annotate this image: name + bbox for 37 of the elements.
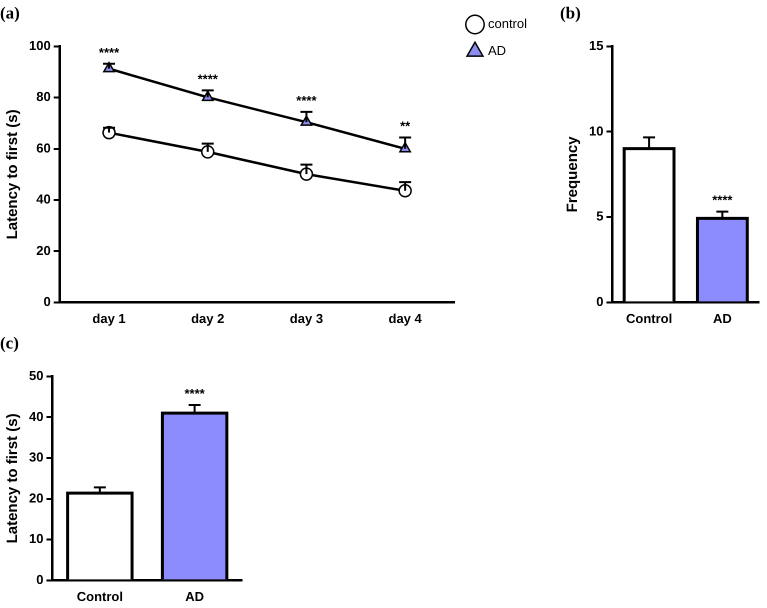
chart-title: (a): [0, 4, 20, 23]
x-tick-label: Control: [626, 310, 672, 326]
x-tick-label: day 2: [191, 310, 224, 326]
y-axis-title: Latency to first (s): [4, 109, 22, 240]
legend-label: control: [488, 16, 528, 32]
annotation: ****: [296, 93, 318, 108]
x-tick-label: AD: [712, 310, 732, 326]
y-tick-label: 40: [36, 192, 51, 207]
y-tick-label: 10: [588, 123, 604, 138]
y-tick-label: 5: [596, 208, 604, 224]
y-tick-label: 50: [28, 368, 44, 383]
y-axis-title: Frequency: [564, 136, 582, 212]
y-axis-title: Latency to first (s): [4, 413, 22, 544]
y-tick-label: 20: [28, 490, 44, 506]
legend-label: AD: [488, 43, 506, 58]
x-tick-label: day 3: [290, 310, 324, 326]
y-tick-label: 0: [36, 572, 44, 587]
annotation: ****: [198, 72, 219, 87]
y-tick-label: 0: [43, 294, 51, 309]
chart-title: (b): [560, 4, 581, 23]
annotation: ****: [184, 386, 206, 402]
annotation: ****: [98, 44, 120, 60]
y-tick-label: 80: [36, 89, 51, 104]
x-tick-label: Control: [76, 588, 123, 604]
y-tick-label: 100: [28, 38, 51, 53]
y-tick-label: 0: [596, 294, 604, 309]
x-tick-label: day 1: [92, 310, 126, 326]
y-tick-label: 30: [28, 450, 44, 465]
annotation: **: [400, 118, 412, 134]
y-tick-label: 20: [36, 242, 51, 258]
x-tick-label: day 4: [388, 310, 423, 326]
y-tick-label: 40: [28, 408, 44, 424]
y-tick-label: 15: [588, 38, 604, 53]
annotation: ****: [712, 192, 734, 208]
chart-title: (c): [0, 334, 19, 353]
y-tick-label: 60: [36, 140, 51, 156]
y-tick-label: 10: [28, 531, 44, 546]
